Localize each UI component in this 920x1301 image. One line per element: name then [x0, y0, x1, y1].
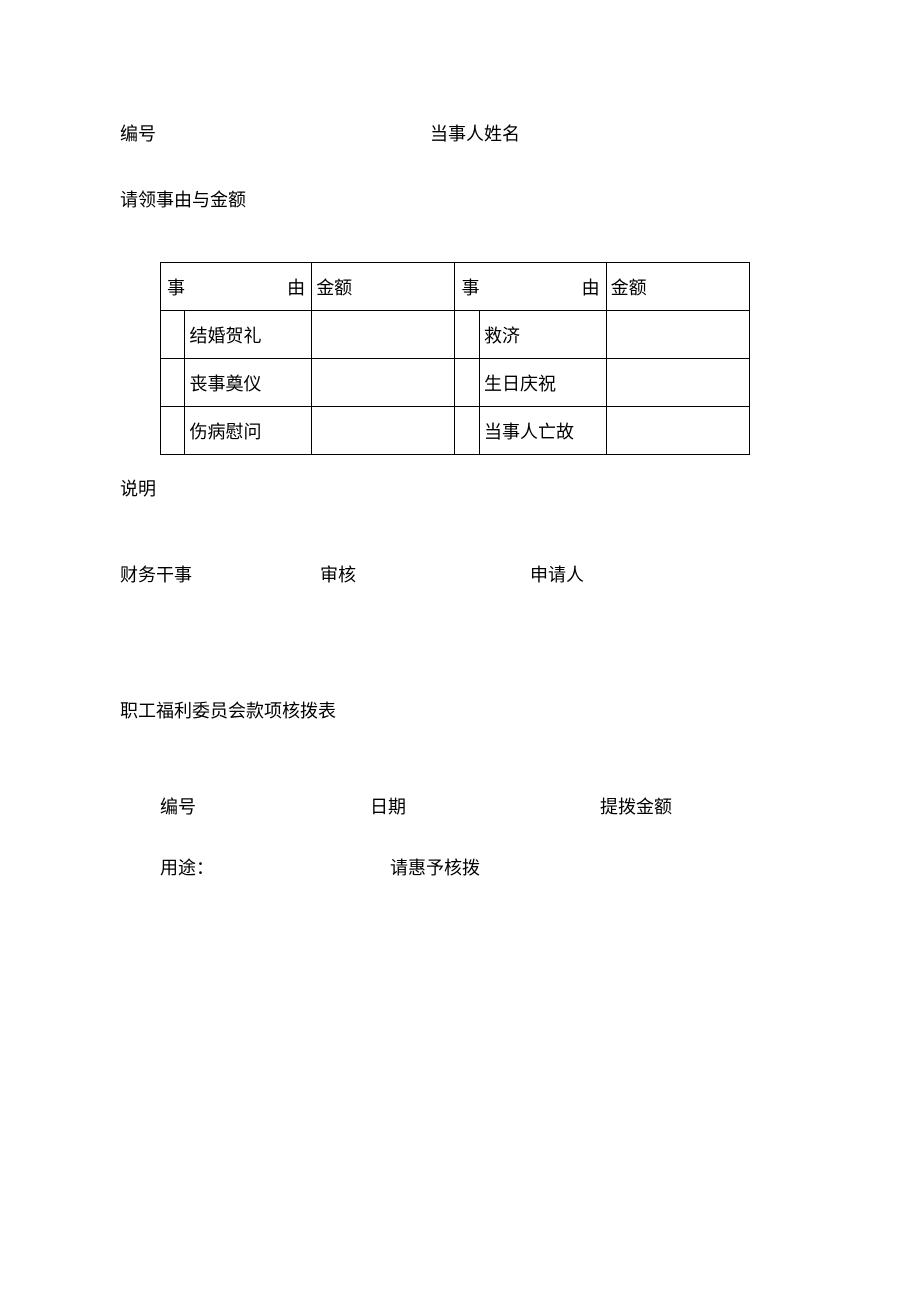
form2-request-label: 请惠予核拨	[390, 854, 800, 880]
reason-cell: 当事人亡故	[479, 407, 606, 455]
form2-amount-label: 提拨金额	[600, 793, 800, 819]
name-label: 当事人姓名	[430, 120, 800, 146]
explain-label: 说明	[120, 475, 800, 501]
header-amount-right: 金额	[606, 263, 749, 311]
reason-amount-label: 请领事由与金额	[120, 186, 800, 212]
table-row: 伤病慰问 当事人亡故	[161, 407, 750, 455]
reason-cell: 伤病慰问	[185, 407, 312, 455]
form2-number-label: 编号	[160, 793, 370, 819]
form2-title: 职工福利委员会款项核拨表	[120, 697, 800, 723]
form2-date-label: 日期	[370, 793, 600, 819]
header-amount-left: 金额	[312, 263, 455, 311]
reason-cell: 生日庆祝	[479, 359, 606, 407]
reason-amount-table: 事 由 金额 事 由 金额 结婚贺礼 救济 丧事奠仪 生日庆祝	[160, 262, 750, 455]
signature-review: 审核	[320, 561, 530, 587]
table-row: 丧事奠仪 生日庆祝	[161, 359, 750, 407]
signature-finance: 财务干事	[120, 561, 320, 587]
header-reason-right: 事 由	[455, 274, 605, 300]
form2-usage-label: 用途：	[160, 854, 390, 880]
signature-applicant: 申请人	[530, 561, 800, 587]
reason-cell: 丧事奠仪	[185, 359, 312, 407]
number-label: 编号	[120, 120, 430, 146]
table-row: 结婚贺礼 救济	[161, 311, 750, 359]
header-reason-left: 事 由	[161, 274, 311, 300]
reason-cell: 救济	[479, 311, 606, 359]
reason-cell: 结婚贺礼	[185, 311, 312, 359]
